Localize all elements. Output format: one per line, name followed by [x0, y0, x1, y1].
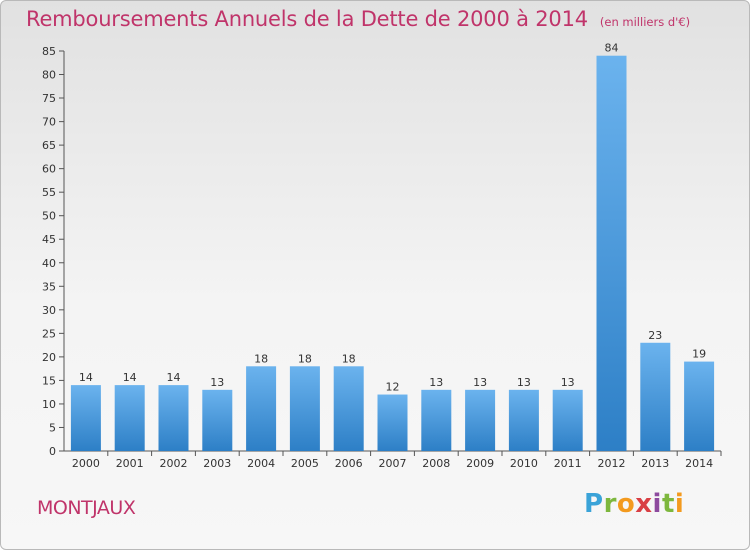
- chart-title-block: Remboursements Annuels de la Dette de 20…: [26, 7, 690, 31]
- chart-subtitle: (en milliers d'€): [599, 15, 691, 29]
- proxiti-logo: Proxiti: [584, 489, 685, 519]
- data-label: 23: [648, 329, 662, 342]
- bar: [596, 55, 627, 452]
- data-label: 13: [517, 376, 531, 389]
- bar: [289, 366, 320, 451]
- y-tick-label: 20: [42, 351, 56, 364]
- bar: [246, 366, 277, 451]
- data-label: 18: [342, 352, 356, 365]
- x-tick-label: 2003: [203, 457, 231, 470]
- bar: [333, 366, 364, 451]
- bar: [465, 389, 496, 451]
- data-label: 12: [386, 381, 400, 394]
- bars: [70, 55, 715, 452]
- y-tick-label: 70: [42, 116, 56, 129]
- y-tick-label: 40: [42, 257, 56, 270]
- bar: [421, 389, 452, 451]
- y-tick-label: 15: [42, 374, 56, 387]
- y-tick-label: 85: [42, 45, 56, 58]
- x-tick-label: 2010: [510, 457, 538, 470]
- y-tick-label: 35: [42, 280, 56, 293]
- y-tick-label: 55: [42, 186, 56, 199]
- data-label: 18: [254, 352, 268, 365]
- y-tick-label: 30: [42, 304, 56, 317]
- bar: [640, 342, 671, 451]
- y-tick-label: 50: [42, 210, 56, 223]
- x-tick-label: 2001: [116, 457, 144, 470]
- x-tick-label: 2008: [422, 457, 450, 470]
- data-label: 14: [167, 371, 181, 384]
- y-tick-label: 65: [42, 139, 56, 152]
- x-tick-label: 2004: [247, 457, 275, 470]
- data-label: 13: [561, 376, 575, 389]
- bar: [158, 385, 189, 451]
- axes: 0 5 10 15 20 25 30 35 40 45 50 55 60 65 70 75 80 85 2000 20…: [42, 45, 722, 470]
- data-label: 13: [429, 376, 443, 389]
- x-tick-label: 2000: [72, 457, 100, 470]
- y-tick-label: 60: [42, 163, 56, 176]
- y-tick-label: 10: [42, 398, 56, 411]
- y-tick-label: 45: [42, 233, 56, 246]
- data-label: 13: [210, 376, 224, 389]
- x-tick-label: 2013: [641, 457, 669, 470]
- bar: [684, 361, 715, 451]
- chart-title: Remboursements Annuels de la Dette de 20…: [26, 7, 588, 31]
- y-tick-label: 75: [42, 92, 56, 105]
- bar: [552, 389, 583, 451]
- x-tick-label: 2014: [685, 457, 713, 470]
- x-tick-label: 2007: [379, 457, 407, 470]
- data-label: 18: [298, 352, 312, 365]
- y-tick-label: 25: [42, 327, 56, 340]
- x-tick-label: 2005: [291, 457, 319, 470]
- x-tick-label: 2002: [160, 457, 188, 470]
- y-tick-label: 80: [42, 69, 56, 82]
- data-label: 13: [473, 376, 487, 389]
- y-tick-label: 0: [49, 445, 56, 458]
- data-label: 14: [79, 371, 93, 384]
- bar: [202, 389, 233, 451]
- bar: [377, 394, 408, 451]
- commune-name: MONTJAUX: [37, 497, 136, 519]
- data-label: 19: [692, 348, 706, 361]
- y-tick-label: 5: [49, 421, 56, 434]
- bar: [70, 385, 101, 451]
- bar: [508, 389, 539, 451]
- x-tick-label: 2009: [466, 457, 494, 470]
- data-labels: 14 14 14 13 18 18 18 12 13 13 13 13 84 23 19: [79, 42, 706, 394]
- x-tick-label: 2012: [598, 457, 626, 470]
- data-label: 84: [605, 42, 619, 55]
- data-label: 14: [123, 371, 137, 384]
- x-tick-label: 2011: [554, 457, 582, 470]
- x-tick-label: 2006: [335, 457, 363, 470]
- bar: [114, 385, 145, 451]
